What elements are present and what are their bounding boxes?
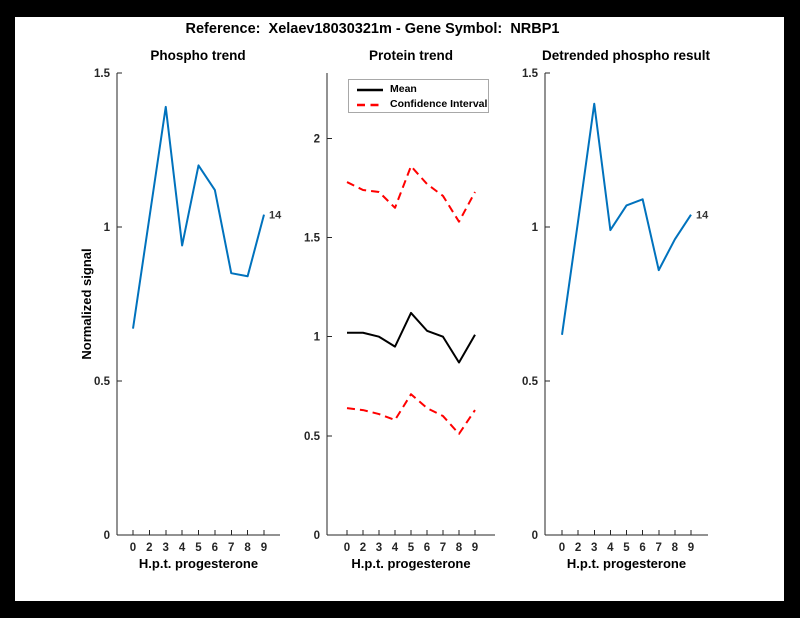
mean-line-sample (357, 80, 383, 98)
x-axis-label-3: H.p.t. progesterone (566, 556, 687, 571)
chart-title-phospho-trend: Phospho trend (150, 48, 246, 63)
x-axis-label-1: H.p.t. progesterone (138, 556, 259, 571)
legend-sample-line (357, 103, 383, 106)
figure-title: Reference: Xelaev18030321m - Gene Symbol… (185, 21, 560, 37)
chart-title-detrended-phospho: Detrended phospho result (541, 48, 710, 63)
y-axis-label: Normalized signal (79, 248, 94, 360)
chart-title-protein-trend: Protein trend (368, 48, 453, 63)
legend-label-confidence-interval: Confidence Interval (390, 97, 488, 110)
x-axis-label-2: H.p.t. progesterone (351, 556, 471, 571)
legend-item-mean: Mean (357, 82, 488, 96)
legend-box: Mean Confidence Interval (348, 79, 489, 113)
legend-item-confidence-interval: Confidence Interval (357, 97, 488, 111)
legend-label-mean: Mean (390, 82, 417, 95)
legend-sample-line (357, 88, 383, 91)
confidence-interval-line-sample (357, 95, 383, 113)
